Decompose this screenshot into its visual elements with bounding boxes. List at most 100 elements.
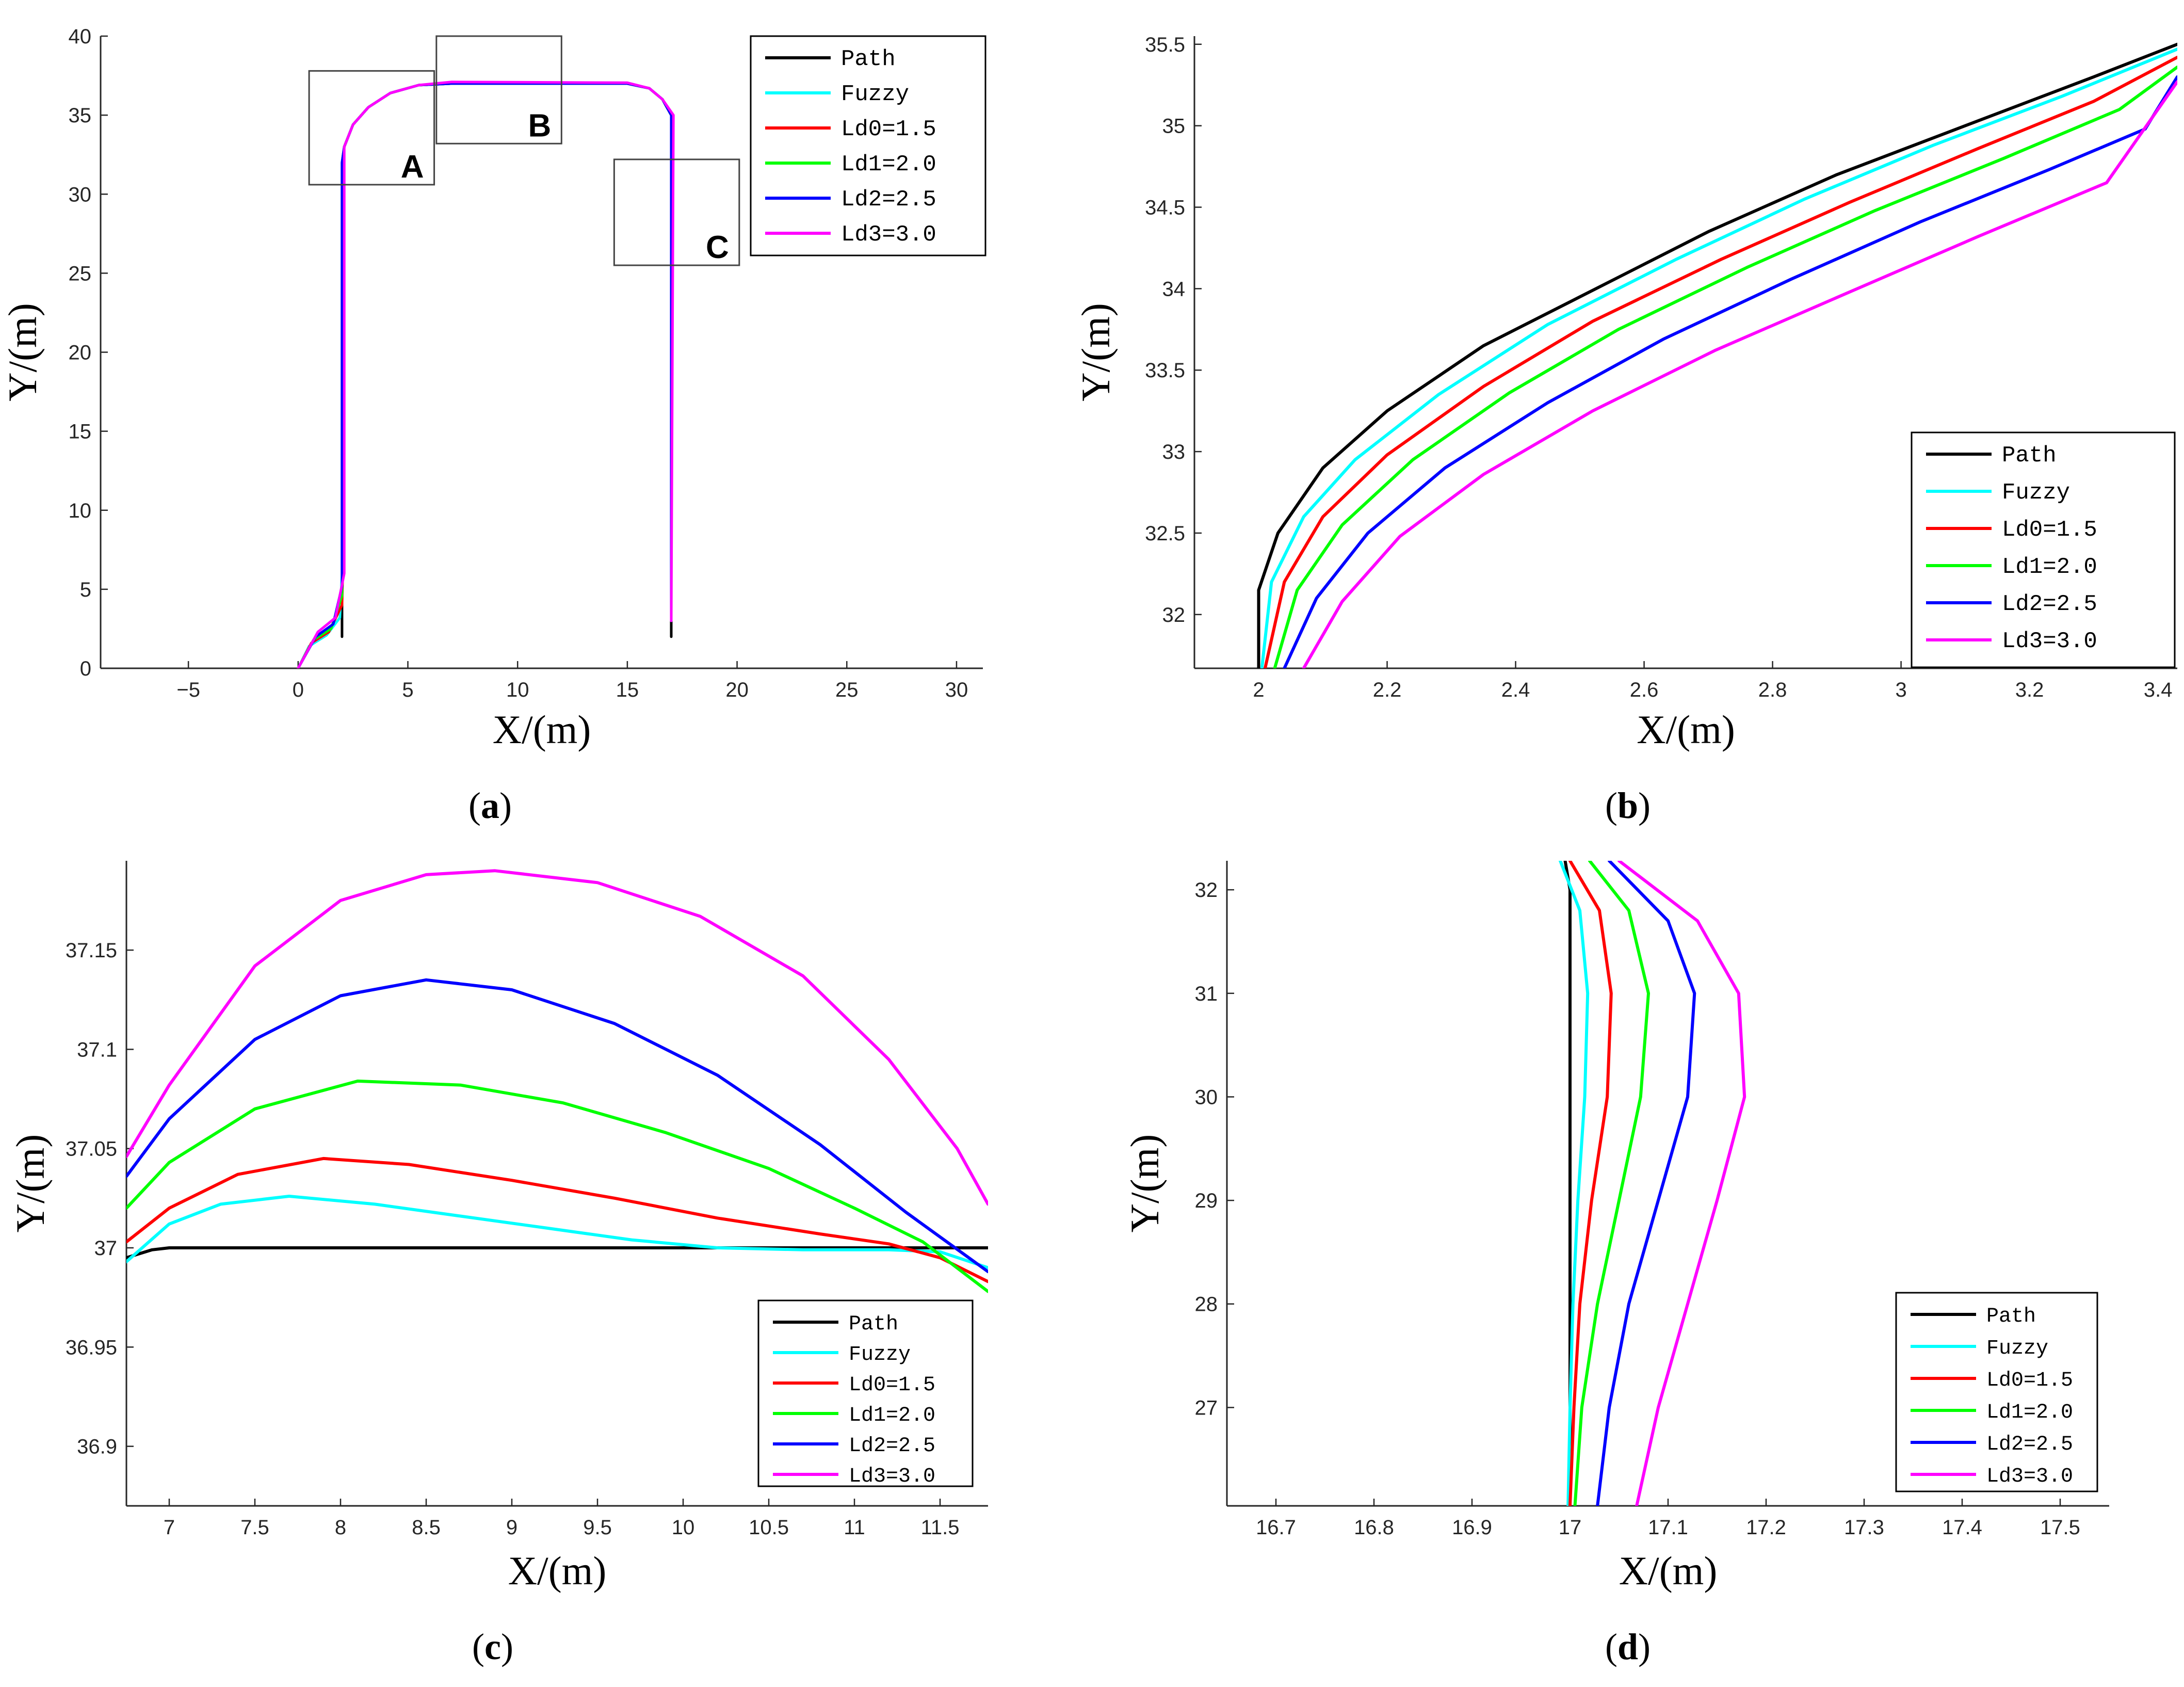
y-tick-label: 30	[69, 183, 92, 206]
y-tick-label: 27	[1195, 1396, 1218, 1419]
x-tick-label: 17.4	[1942, 1516, 1982, 1539]
x-axis-label: X/(m)	[493, 707, 591, 752]
chart-panel-b: 2 2.2 2.4 2.6 2.8 3 3.2 3.4 32 32.5 33 33.5 34 34.5 35…	[1073, 34, 2177, 826]
y-axis-label: Y/(m)	[0, 303, 45, 401]
legend-box	[757, 1299, 974, 1487]
series-line-ld2-2-5	[126, 978, 988, 1274]
series-group	[297, 81, 675, 668]
y-tick-label: 40	[69, 25, 92, 48]
legend: Path Fuzzy Ld0=1.5 Ld1=2.0 Ld2=2.5 Ld3=3.0	[757, 1299, 974, 1488]
x-tick-label: 2.8	[1758, 679, 1787, 701]
series-line-ld0-1-5	[1568, 861, 1613, 1506]
x-tick-label: 10	[672, 1516, 695, 1539]
legend-entry-label: Ld1=2.0	[841, 152, 936, 178]
series-line-ld0-1-5	[297, 82, 673, 668]
y-tick-label: 0	[80, 657, 91, 680]
series-line-fuzzy	[297, 82, 673, 668]
y-tick-label: 37.1	[77, 1038, 117, 1061]
x-tick-label: 3.2	[2015, 679, 2044, 701]
series-group	[1559, 861, 1746, 1506]
legend: Path Fuzzy Ld0=1.5 Ld1=2.0 Ld2=2.5 Ld3=3.0	[750, 35, 986, 256]
legend-entry-label: Ld2=2.5	[1986, 1433, 2073, 1456]
x-tick-label: 17.5	[2040, 1516, 2080, 1539]
panel-caption: (a)	[468, 785, 512, 826]
y-tick-label: 33	[1162, 441, 1186, 463]
legend-entry-label: Ld2=2.5	[2002, 591, 2097, 617]
y-tick-label: 5	[80, 579, 91, 601]
x-axis-label: X/(m)	[1637, 707, 1735, 752]
y-tick-label: 32	[1195, 879, 1218, 902]
legend-entry-label: Ld1=2.0	[1986, 1401, 2073, 1424]
legend-entry-label: Ld3=3.0	[849, 1465, 935, 1488]
x-tick-label: 2.4	[1501, 679, 1530, 701]
x-tick-label: 2.2	[1373, 679, 1402, 701]
x-tick-label: 15	[616, 679, 639, 701]
x-tick-label: 8.5	[412, 1516, 441, 1539]
x-tick-label: 11.5	[921, 1516, 960, 1539]
x-tick-label: 17	[1559, 1516, 1582, 1539]
zoom-box-c	[613, 158, 740, 266]
y-tick-label: 35.5	[1145, 34, 1185, 56]
y-tick-label: 25	[69, 262, 92, 285]
series-group	[1257, 42, 2177, 668]
y-tick-label: 15	[69, 421, 92, 443]
chart-panel-a: −5 0 5 10 15 20 25 30 0 5 10 15 20 25 30 35 40 X/(m) Y/(m)…	[0, 25, 986, 826]
x-tick-label: −5	[176, 679, 200, 701]
y-tick-label: 35	[1162, 115, 1186, 138]
series-line-ld1-2-0	[126, 1079, 988, 1293]
legend-entry-label: Path	[849, 1313, 898, 1336]
legend-entry-label: Ld3=3.0	[1986, 1465, 2073, 1488]
y-tick-label: 20	[69, 342, 92, 364]
legend-entry-label: Path	[841, 46, 896, 72]
series-line-ld0-1-5	[1264, 56, 2177, 668]
x-tick-label: 17.1	[1648, 1516, 1688, 1539]
x-tick-label: 10.5	[749, 1516, 789, 1539]
legend-box	[1911, 431, 2176, 668]
legend-entry-label: Ld2=2.5	[841, 187, 936, 213]
series-line-path	[1257, 42, 2177, 668]
y-axis-label: Y/(m)	[8, 1134, 53, 1233]
y-tick-label: 37.15	[66, 939, 117, 962]
x-tick-label: 5	[402, 679, 413, 701]
y-tick-label: 29	[1195, 1190, 1218, 1212]
x-tick-label: 2	[1253, 679, 1264, 701]
legend-entry-label: Ld1=2.0	[2002, 554, 2097, 580]
zoom-box-label: C	[706, 230, 729, 265]
legend-entry-label: Ld1=2.0	[849, 1404, 935, 1427]
x-tick-label: 16.8	[1354, 1516, 1394, 1539]
series-group	[126, 869, 988, 1293]
series-line-ld1-2-0	[297, 82, 673, 668]
panel-caption: (b)	[1605, 785, 1651, 826]
zoom-box-b	[435, 35, 562, 144]
y-tick-label: 28	[1195, 1293, 1218, 1316]
series-line-ld0-1-5	[126, 1156, 988, 1283]
x-axis-label: X/(m)	[1619, 1548, 1718, 1593]
y-tick-label: 32.5	[1145, 522, 1185, 545]
x-tick-label: 30	[945, 679, 968, 701]
y-tick-label: 10	[69, 500, 92, 522]
x-tick-label: 25	[835, 679, 859, 701]
x-axis-label: X/(m)	[508, 1548, 607, 1593]
x-tick-label: 2.6	[1630, 679, 1659, 701]
chart-panel-c: 7 7.5 8 8.5 9 9.5 10 10.5 11 11.5 36.9 36.95 37 37.05…	[8, 861, 988, 1667]
legend-entry-label: Ld0=1.5	[849, 1374, 935, 1397]
series-line-ld3-3-0	[1302, 80, 2177, 668]
series-line-ld3-3-0	[1617, 861, 1746, 1506]
legend-entry-label: Ld0=1.5	[841, 117, 936, 142]
chart-panel-d: 16.7 16.8 16.9 17 17.1 17.2 17.3 17.4 17.5 27 28 29…	[1122, 861, 2109, 1667]
series-line-path	[341, 82, 673, 638]
y-axis-label: Y/(m)	[1073, 303, 1118, 401]
legend-entry-label: Ld3=3.0	[2002, 629, 2097, 654]
series-line-fuzzy	[1260, 47, 2177, 668]
x-tick-label: 16.9	[1452, 1516, 1492, 1539]
legend-box	[1895, 1292, 2098, 1492]
x-tick-label: 20	[725, 679, 749, 701]
x-tick-label: 8	[335, 1516, 346, 1539]
y-tick-label: 36.9	[77, 1436, 117, 1458]
x-tick-label: 3	[1895, 679, 1906, 701]
legend-box	[750, 35, 986, 256]
legend-entry-label: Fuzzy	[849, 1343, 911, 1367]
zoom-box-a	[308, 70, 435, 186]
y-tick-label: 34.5	[1145, 197, 1185, 219]
